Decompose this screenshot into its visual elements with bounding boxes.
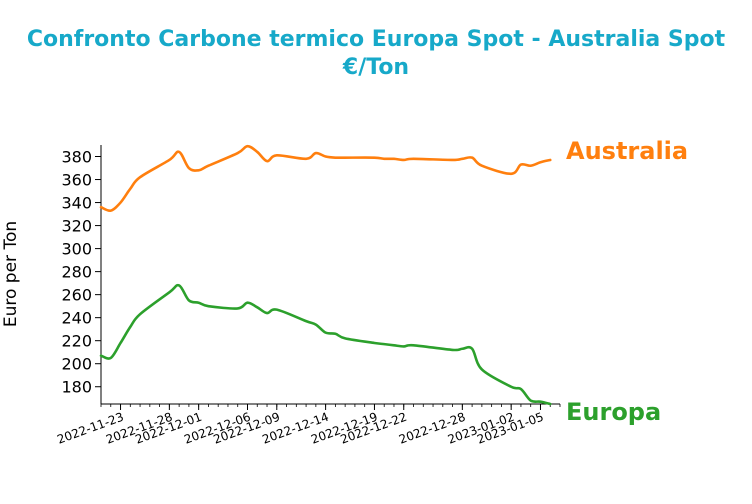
y-tick-label: 240 [61,309,92,328]
y-axis-label: Euro per Ton [1,221,21,327]
y-tick-label: 280 [61,263,92,282]
series-line-europa [99,283,552,406]
y-tick-label: 320 [61,217,92,236]
series-label-europa: Europa [566,398,661,426]
plot-area: 1802002202402602803003203403603802022-11… [55,137,688,447]
y-tick-label: 340 [61,194,92,213]
y-tick-label: 180 [61,378,92,397]
chart-title: Confronto Carbone termico Europa Spot - … [27,27,726,52]
series-label-australia: Australia [566,137,688,165]
y-tick-label: 220 [61,332,92,351]
y-tick-label: 360 [61,171,92,190]
series-line-australia [99,144,552,213]
y-tick-label: 260 [61,286,92,305]
chart-subtitle: €/Ton [342,55,409,80]
y-tick-label: 300 [61,240,92,259]
y-tick-label: 380 [61,148,92,167]
y-tick-label: 200 [61,355,92,374]
